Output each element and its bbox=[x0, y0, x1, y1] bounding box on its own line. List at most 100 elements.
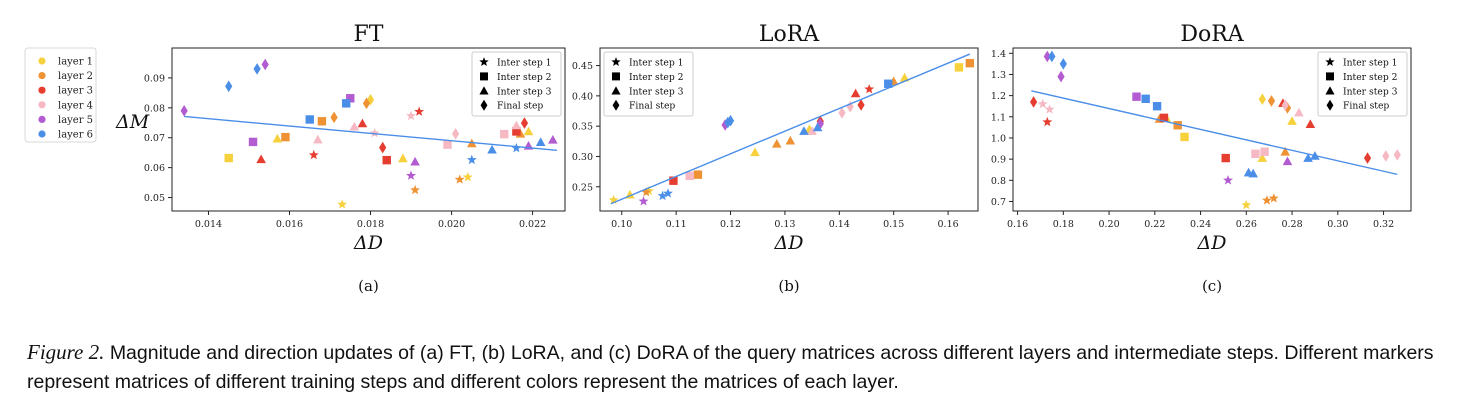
data-point bbox=[1223, 175, 1233, 185]
step-legend-label: Inter step 3 bbox=[497, 86, 552, 97]
data-point bbox=[850, 88, 861, 98]
data-point bbox=[954, 63, 964, 72]
y-tick-label: 0.9 bbox=[991, 155, 1006, 166]
data-point bbox=[443, 140, 452, 149]
step-legend-label: Inter step 3 bbox=[629, 86, 684, 97]
data-point bbox=[785, 135, 796, 145]
data-point bbox=[225, 80, 233, 93]
x-tick-label: 0.15 bbox=[883, 219, 904, 230]
x-tick-label: 0.16 bbox=[938, 219, 959, 230]
data-point bbox=[1363, 152, 1372, 164]
step-legend-marker bbox=[611, 57, 621, 66]
data-point bbox=[452, 128, 460, 140]
data-point bbox=[726, 114, 735, 127]
y-tick-label: 1.3 bbox=[991, 70, 1006, 81]
step-legend-label: Inter step 2 bbox=[497, 72, 551, 83]
y-tick-label: 0.09 bbox=[144, 73, 165, 84]
trend-line bbox=[184, 115, 557, 151]
data-point bbox=[838, 107, 846, 119]
x-tick-label: 0.16 bbox=[1007, 219, 1028, 230]
data-point bbox=[1281, 99, 1289, 111]
panel-lora: LoRA 0.10 0.11 0.12 0.13 0.14 0.15 0.16 0.25 0.30… bbox=[572, 22, 979, 295]
data-point bbox=[308, 149, 319, 160]
step-legend: Inter step 1 Inter step 2 Inter step 3 Fina… bbox=[1317, 51, 1408, 117]
x-tick-label: 0.32 bbox=[1373, 219, 1394, 230]
data-point bbox=[1037, 98, 1048, 109]
data-point bbox=[511, 143, 522, 153]
data-point bbox=[369, 128, 380, 138]
x-tick-label: 0.26 bbox=[1236, 219, 1257, 230]
step-legend: Inter step 1 Inter step 2 Inter step 3 Fina… bbox=[471, 51, 562, 117]
layer-legend-label: layer 4 bbox=[58, 100, 93, 111]
data-point bbox=[1260, 147, 1269, 156]
data-point bbox=[1305, 119, 1316, 129]
y-tick-label: 0.25 bbox=[572, 182, 593, 193]
figure-2: layer 1 layer 2 layer 3 layer 4 layer 5 layer… bbox=[24, 22, 1412, 295]
step-legend-frame bbox=[471, 51, 562, 117]
y-tick-label: 0.8 bbox=[991, 176, 1006, 187]
step-legend-label: Final step bbox=[1343, 101, 1389, 112]
data-point bbox=[884, 79, 893, 88]
data-point bbox=[899, 72, 910, 82]
data-point bbox=[520, 117, 529, 129]
y-tick-label: 1.0 bbox=[991, 133, 1006, 144]
x-tick-label: 0.022 bbox=[519, 219, 546, 230]
data-point bbox=[330, 111, 338, 124]
data-point bbox=[1262, 195, 1272, 205]
data-point bbox=[548, 135, 558, 144]
data-point bbox=[1141, 94, 1150, 104]
x-tick-label: 0.12 bbox=[720, 219, 741, 230]
layer-legend-dot bbox=[38, 115, 46, 123]
step-legend-marker bbox=[612, 72, 620, 81]
step-legend-marker bbox=[480, 99, 488, 111]
data-point bbox=[608, 194, 619, 205]
step-legend-marker bbox=[479, 86, 489, 95]
data-point bbox=[812, 122, 823, 132]
panel-label: (b) bbox=[778, 277, 799, 295]
y-tick-label: 0.30 bbox=[572, 152, 593, 163]
step-legend-marker bbox=[1325, 57, 1335, 66]
step-legend-label: Inter step 2 bbox=[1343, 72, 1397, 83]
data-point bbox=[253, 63, 261, 75]
layer-legend-dot bbox=[38, 130, 46, 138]
y-axis-label: ΔM bbox=[115, 111, 150, 133]
data-point bbox=[1267, 95, 1276, 107]
step-legend-frame bbox=[1317, 51, 1408, 117]
data-point bbox=[248, 137, 258, 147]
data-point bbox=[366, 93, 375, 106]
data-point bbox=[466, 154, 477, 165]
step-legend-label: Inter step 1 bbox=[497, 58, 551, 69]
data-point bbox=[657, 190, 668, 201]
x-tick-label: 0.30 bbox=[1327, 219, 1348, 230]
x-tick-label: 0.020 bbox=[438, 219, 465, 230]
x-tick-label: 0.28 bbox=[1281, 219, 1302, 230]
data-point bbox=[1029, 96, 1038, 108]
data-point bbox=[1152, 102, 1162, 111]
data-point bbox=[462, 172, 473, 182]
data-point bbox=[1048, 50, 1056, 63]
layer-legend-label: layer 6 bbox=[58, 130, 93, 141]
y-tick-label: 0.45 bbox=[572, 61, 593, 72]
x-tick-label: 0.11 bbox=[666, 219, 687, 230]
step-legend: Inter step 1 Inter step 2 Inter step 3 Fina… bbox=[603, 51, 694, 117]
layer-legend-dot bbox=[38, 57, 46, 65]
data-point bbox=[362, 97, 371, 110]
data-point bbox=[1248, 168, 1258, 178]
layer-legend: layer 1 layer 2 layer 3 layer 4 layer 5 layer… bbox=[24, 47, 97, 143]
data-point bbox=[1280, 146, 1290, 156]
data-point bbox=[693, 170, 703, 179]
data-point bbox=[523, 126, 534, 136]
step-legend-label: Inter step 2 bbox=[629, 72, 683, 83]
x-tick-label: 0.24 bbox=[1190, 219, 1211, 230]
data-point bbox=[1382, 150, 1390, 162]
data-point bbox=[454, 174, 465, 184]
step-legend-label: Final step bbox=[497, 101, 543, 112]
data-point bbox=[535, 137, 546, 147]
data-point bbox=[750, 147, 760, 157]
data-point bbox=[406, 110, 416, 121]
y-tick-label: 0.08 bbox=[144, 103, 165, 114]
layer-legend-label: layer 5 bbox=[58, 115, 93, 126]
data-point bbox=[1251, 149, 1260, 159]
y-tick-label: 0.05 bbox=[144, 193, 165, 204]
x-tick-label: 0.10 bbox=[611, 219, 632, 230]
